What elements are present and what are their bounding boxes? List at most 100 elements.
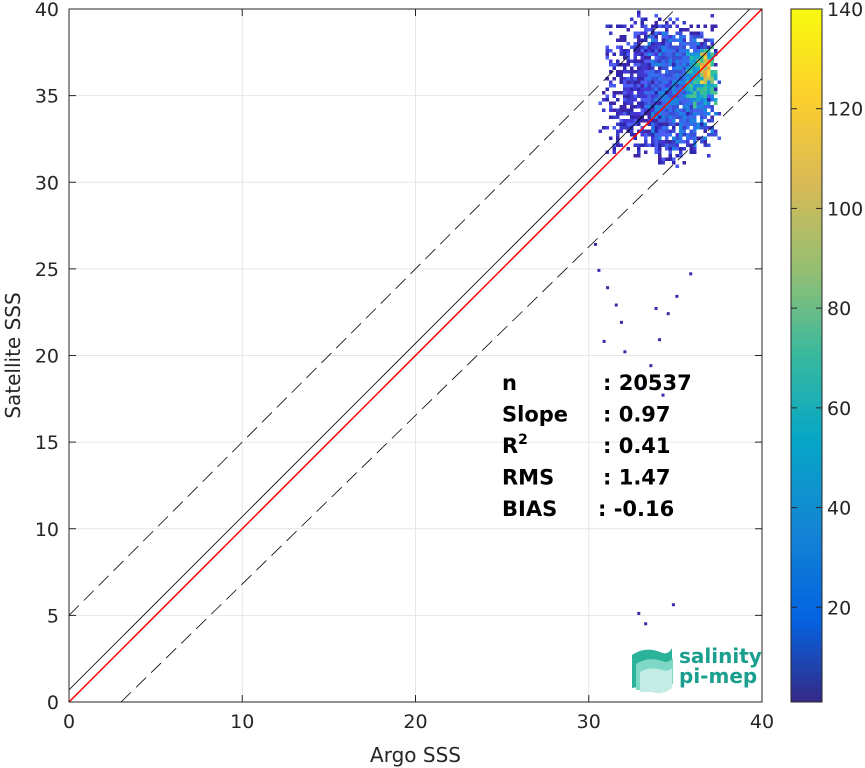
density-cell [679, 94, 683, 98]
density-cell [647, 108, 651, 112]
density-cell [651, 52, 655, 56]
density-cell [654, 98, 658, 102]
stat-value: : 1.47 [603, 466, 671, 490]
density-cell [644, 101, 648, 105]
density-cell [654, 126, 658, 130]
density-cell [654, 136, 658, 140]
density-cell [689, 94, 693, 98]
density-cell [640, 45, 644, 49]
density-cell [686, 52, 690, 56]
density-cell [644, 133, 648, 137]
density-cell [633, 21, 637, 25]
density-cell [630, 122, 634, 126]
density-cell [693, 35, 697, 39]
density-cell [672, 136, 676, 140]
density-cell [707, 119, 711, 123]
density-cell [675, 105, 679, 109]
density-cell [637, 49, 641, 53]
density-cell [609, 24, 613, 28]
density-cell [675, 66, 679, 70]
density-cell [619, 63, 623, 67]
density-cell [658, 338, 662, 342]
density-cell [672, 115, 676, 119]
density-cell [693, 101, 697, 105]
density-cell [630, 119, 634, 123]
density-cell [658, 136, 662, 140]
density-cell [707, 49, 711, 53]
density-cell [619, 38, 623, 42]
density-cell [616, 112, 620, 116]
density-cell [668, 105, 672, 109]
density-cell [668, 84, 672, 88]
density-cell [672, 80, 676, 84]
density-cell [619, 129, 623, 133]
density-cell [665, 24, 669, 28]
density-cell [707, 87, 711, 91]
density-cell [616, 45, 620, 49]
density-cell [661, 140, 665, 144]
y-tick-label: 5 [47, 605, 59, 627]
density-cell [598, 101, 602, 105]
y-tick-label: 10 [35, 519, 59, 541]
density-cell [647, 66, 651, 70]
density-cell [651, 49, 655, 53]
density-cell [647, 112, 651, 116]
density-cell [640, 133, 644, 137]
density-cell [637, 150, 641, 154]
density-cell [696, 101, 700, 105]
density-cell [623, 112, 627, 116]
density-cell [647, 59, 651, 63]
density-cell [707, 112, 711, 116]
density-cell [644, 38, 648, 42]
density-cell [675, 52, 679, 56]
density-cell [686, 70, 690, 74]
density-cell [661, 42, 665, 46]
density-cell [703, 122, 707, 126]
density-cell [710, 105, 714, 109]
density-cell [602, 108, 606, 112]
density-cell [654, 21, 658, 25]
density-cell [619, 112, 623, 116]
density-cell [626, 112, 630, 116]
density-cell [672, 105, 676, 109]
density-cell [714, 133, 718, 137]
density-cell [665, 108, 669, 112]
density-cell [700, 140, 704, 144]
density-cell [707, 45, 711, 49]
density-cell [633, 31, 637, 35]
density-cell [658, 94, 662, 98]
density-cell [651, 38, 655, 42]
density-cell [696, 49, 700, 53]
density-cell [605, 24, 609, 28]
density-cell [623, 70, 627, 74]
density-cell [696, 122, 700, 126]
density-cell [682, 59, 686, 63]
density-cell [640, 91, 644, 95]
density-cell [640, 70, 644, 74]
x-tick-label: 10 [230, 711, 254, 733]
density-cell [654, 24, 658, 28]
density-cell [672, 56, 676, 60]
density-cell [623, 63, 627, 67]
density-cell [654, 84, 658, 88]
density-cell [710, 38, 714, 42]
density-cell [679, 140, 683, 144]
density-cell [665, 140, 669, 144]
density-cell [633, 154, 637, 158]
density-cell [700, 45, 704, 49]
density-cell [668, 49, 672, 53]
density-cell [633, 87, 637, 91]
density-cell [665, 112, 669, 116]
density-cell [619, 49, 623, 53]
density-cell [689, 112, 693, 116]
density-cell [665, 94, 669, 98]
one-to-one-line [69, 9, 751, 691]
density-cell [672, 87, 676, 91]
density-cell [661, 45, 665, 49]
density-cell [675, 24, 679, 28]
density-cell [630, 59, 634, 63]
density-cell [612, 101, 616, 105]
density-cell [686, 94, 690, 98]
density-cell [665, 28, 669, 32]
density-cell [703, 115, 707, 119]
